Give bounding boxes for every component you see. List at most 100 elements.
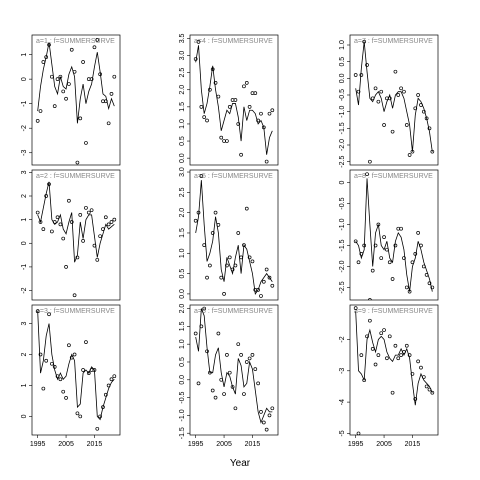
panel-title: a=5 : f=SUMMERSURVE bbox=[194, 173, 273, 180]
data-point bbox=[410, 372, 415, 376]
y-tick-label: 1.0 bbox=[179, 339, 186, 349]
data-point bbox=[202, 115, 207, 119]
data-point bbox=[112, 374, 117, 379]
y-tick-label: 2 bbox=[21, 194, 28, 198]
data-point bbox=[267, 275, 272, 280]
x-tick-label: 1995 bbox=[30, 441, 46, 448]
data-point bbox=[95, 426, 100, 431]
data-point bbox=[55, 77, 60, 82]
panel: a=7 : f=SUMMERSURVE 1.0 0.5 0.0 -0.5 -1.0 -1.5… bbox=[339, 34, 439, 168]
panel-frame bbox=[349, 169, 439, 301]
y-tick-label: -2.0 bbox=[339, 260, 346, 272]
data-point bbox=[430, 390, 435, 395]
data-point bbox=[416, 231, 420, 235]
data-point bbox=[259, 294, 263, 298]
y-tick-label: -2 bbox=[21, 287, 28, 293]
y-tick-label: 1.5 bbox=[179, 228, 186, 238]
data-point bbox=[370, 268, 375, 273]
series-line bbox=[195, 308, 273, 424]
data-point bbox=[89, 208, 94, 213]
data-point bbox=[373, 362, 378, 367]
data-point bbox=[270, 108, 275, 113]
y-tick-label: 1.0 bbox=[179, 248, 186, 258]
panel: a=5 : f=SUMMERSURVE 0.0 0.5 1.0 1.5 2.0 2.5 3.0 bbox=[179, 167, 279, 301]
data-point bbox=[58, 377, 63, 382]
data-point bbox=[253, 367, 258, 371]
panel-frame bbox=[189, 34, 279, 166]
data-point bbox=[402, 89, 406, 94]
series-line bbox=[355, 178, 433, 292]
data-point bbox=[244, 81, 249, 85]
panel: a=4 : f=SUMMERSURVE 0.0 0.5 1.0 1.5 2.0 2.5 3.0… bbox=[179, 33, 279, 166]
data-point bbox=[61, 236, 66, 241]
panel-frame bbox=[31, 169, 121, 301]
data-point bbox=[199, 104, 204, 109]
data-point bbox=[84, 340, 88, 344]
y-tick-label: 1 bbox=[21, 53, 28, 57]
data-point bbox=[193, 331, 198, 336]
data-point bbox=[233, 98, 238, 102]
data-point bbox=[210, 388, 215, 393]
data-point bbox=[225, 139, 229, 143]
data-point bbox=[404, 285, 409, 290]
data-point bbox=[227, 255, 232, 260]
data-point bbox=[95, 38, 100, 42]
y-tick-label: 0.0 bbox=[339, 73, 346, 83]
y-tick-label: 0.5 bbox=[179, 357, 186, 367]
data-point bbox=[253, 91, 258, 96]
y-tick-label: -2.0 bbox=[339, 139, 346, 151]
data-point bbox=[353, 239, 358, 244]
data-point bbox=[205, 275, 209, 280]
x-tick-label: 2015 bbox=[405, 441, 421, 448]
y-tick-label: 0 bbox=[21, 77, 28, 81]
plot-area bbox=[193, 306, 275, 432]
y-tick-label: -1.5 bbox=[179, 427, 186, 439]
y-tick-label: -0.5 bbox=[179, 391, 186, 403]
data-point bbox=[225, 353, 229, 357]
y-tick-label: 0.0 bbox=[179, 375, 186, 385]
data-point bbox=[236, 122, 241, 126]
data-point bbox=[196, 39, 201, 44]
data-point bbox=[67, 198, 71, 203]
data-point bbox=[216, 331, 221, 336]
data-point bbox=[233, 406, 238, 411]
data-point bbox=[427, 281, 432, 286]
y-tick-label: 3.5 bbox=[179, 33, 186, 43]
data-point bbox=[50, 229, 54, 234]
y-tick-label: -3 bbox=[339, 368, 346, 374]
y-tick-label: -0.5 bbox=[339, 197, 346, 209]
data-point bbox=[382, 123, 386, 127]
series-line bbox=[37, 311, 115, 421]
data-point bbox=[259, 409, 263, 414]
data-point bbox=[236, 231, 241, 235]
y-tick-label: 0 bbox=[21, 241, 28, 245]
y-tick-label: 0.5 bbox=[339, 57, 346, 67]
x-tick-label: 2005 bbox=[216, 441, 232, 448]
data-point bbox=[236, 342, 241, 347]
data-point bbox=[261, 279, 266, 284]
data-point bbox=[205, 118, 209, 123]
data-point bbox=[267, 413, 272, 418]
data-point bbox=[112, 74, 117, 79]
data-point bbox=[261, 420, 266, 425]
data-point bbox=[109, 92, 114, 96]
data-point bbox=[112, 217, 117, 222]
plot-area bbox=[35, 309, 117, 431]
series-line bbox=[37, 42, 115, 124]
y-tick-label: -0.5 bbox=[339, 89, 346, 101]
data-point bbox=[379, 256, 384, 260]
data-point bbox=[69, 220, 74, 224]
data-point bbox=[250, 353, 255, 357]
data-point bbox=[259, 111, 263, 116]
data-point bbox=[72, 352, 77, 357]
y-tick-label: 0.0 bbox=[179, 289, 186, 299]
panel-title: a=7 : f=SUMMERSURVE bbox=[354, 38, 433, 45]
data-point bbox=[227, 370, 232, 375]
data-point bbox=[376, 99, 381, 104]
data-point bbox=[78, 414, 83, 419]
data-point bbox=[390, 129, 395, 134]
data-point bbox=[413, 252, 418, 256]
data-point bbox=[247, 356, 252, 361]
data-point bbox=[222, 292, 226, 296]
